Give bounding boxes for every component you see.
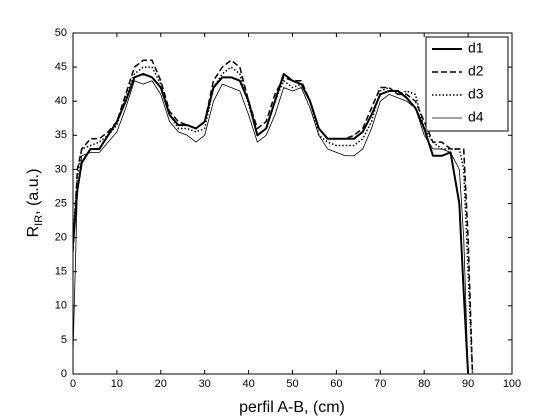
legend-label: d1 xyxy=(468,40,484,56)
x-tick-label: 20 xyxy=(155,378,167,390)
series-line xyxy=(73,72,470,375)
y-tick-label: 0 xyxy=(61,368,67,380)
x-tick-label: 30 xyxy=(199,378,211,390)
series-line xyxy=(73,66,474,375)
y-tick-label: 10 xyxy=(55,300,67,312)
y-tick-label: 50 xyxy=(55,27,67,39)
y-tick-label: 45 xyxy=(55,61,67,73)
y-label-rest: , (a.u.) xyxy=(25,169,42,215)
legend-label: d4 xyxy=(468,109,484,125)
series-line xyxy=(73,80,469,375)
x-tick-label: 60 xyxy=(330,378,342,390)
y-tick-label: 25 xyxy=(55,197,67,209)
x-tick-label: 50 xyxy=(286,378,298,390)
y-axis-label: RIR, (a.u.) xyxy=(25,169,45,238)
y-label-main: R xyxy=(25,226,42,238)
x-tick-label: 90 xyxy=(462,378,474,390)
series-line xyxy=(73,59,474,375)
y-tick-label: 5 xyxy=(61,334,67,346)
x-tick-label: 70 xyxy=(374,378,386,390)
x-tick-label: 10 xyxy=(111,378,123,390)
legend-box xyxy=(425,36,509,132)
legend-label: d3 xyxy=(468,86,484,102)
y-tick-label: 20 xyxy=(55,232,67,244)
x-tick-label: 40 xyxy=(242,378,254,390)
y-label-sub: IR xyxy=(33,215,45,226)
x-axis-label: perfil A-B, (cm) xyxy=(239,399,345,416)
x-tick-label: 80 xyxy=(418,378,430,390)
y-tick-label: 35 xyxy=(55,129,67,141)
y-tick-label: 15 xyxy=(55,266,67,278)
x-tick-label: 0 xyxy=(70,378,76,390)
y-tick-label: 30 xyxy=(55,163,67,175)
y-tick-label: 40 xyxy=(55,95,67,107)
x-tick-label: 100 xyxy=(503,378,521,390)
legend-label: d2 xyxy=(468,63,484,79)
